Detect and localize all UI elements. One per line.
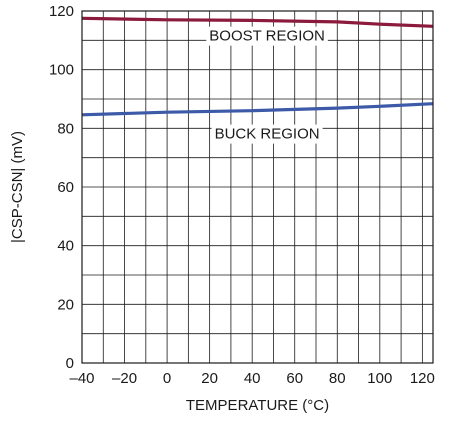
x-tick-label: 40 — [244, 370, 261, 387]
grid — [81, 10, 433, 364]
plot-frame — [81, 10, 434, 364]
x-tick-label: 0 — [163, 370, 171, 387]
x-tick-label: –40 — [69, 370, 94, 387]
y-axis-title: |CSP-CSN| (mV) — [9, 131, 26, 243]
x-tick-label: –20 — [112, 370, 137, 387]
x-tick-label: 20 — [201, 370, 218, 387]
x-tick-labels: –40 –20 0 20 40 60 80 100 120 — [69, 370, 434, 387]
y-tick-label: 100 — [49, 62, 74, 79]
y-tick-label: 20 — [57, 296, 74, 313]
y-tick-label: 40 — [57, 238, 74, 255]
buck-region-annotation: BUCK REGION — [215, 126, 320, 143]
boost-region-line — [81, 16, 434, 28]
annotations: BOOST REGION BUCK REGION — [206, 26, 328, 144]
series-layer — [81, 16, 434, 117]
x-tick-label: 80 — [329, 370, 346, 387]
y-tick-label: 60 — [57, 179, 74, 196]
x-tick-label: 100 — [367, 370, 392, 387]
x-tick-label: 60 — [286, 370, 303, 387]
y-tick-label: 80 — [57, 120, 74, 137]
x-axis-title: TEMPERATURE (°C) — [186, 397, 329, 414]
y-tick-labels: 0 20 40 60 80 100 120 — [49, 3, 74, 372]
buck-region-line — [81, 102, 434, 117]
boost-annotation-bg — [206, 26, 328, 46]
x-tick-label: 120 — [410, 370, 435, 387]
boost-region-annotation: BOOST REGION — [209, 28, 325, 45]
y-tick-label: 0 — [66, 355, 74, 372]
y-tick-label: 120 — [49, 3, 74, 20]
buck-annotation-bg — [211, 124, 323, 144]
